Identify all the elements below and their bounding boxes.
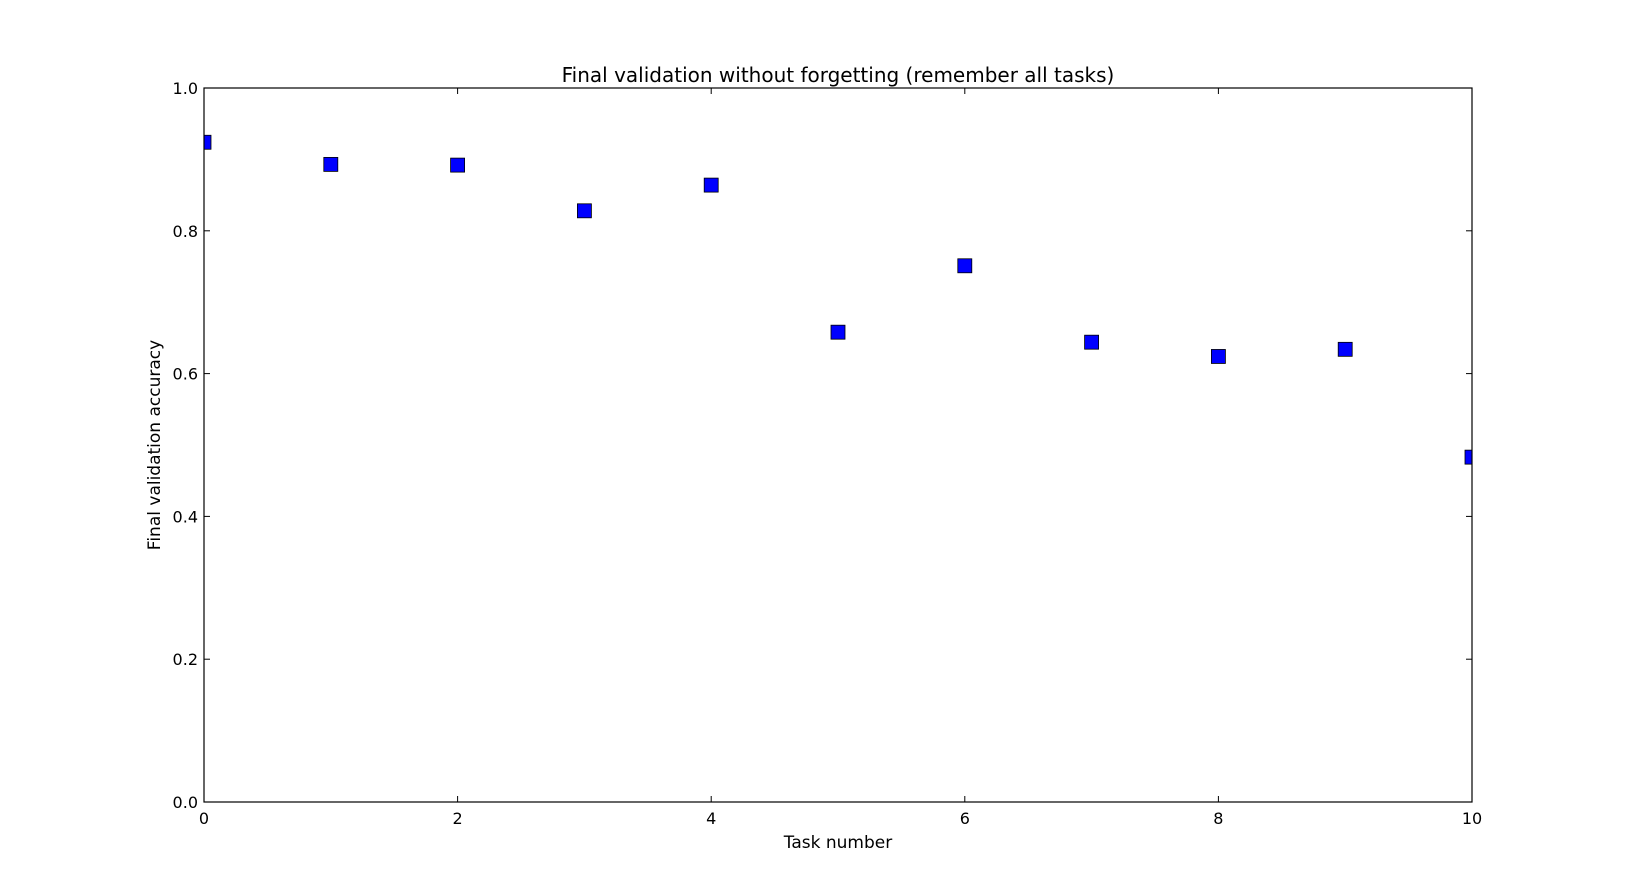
x-tick-label: 10	[1462, 809, 1482, 828]
y-tick-label: 0.0	[173, 793, 198, 812]
data-point	[830, 324, 846, 340]
data-point	[323, 156, 339, 172]
data-point	[957, 258, 973, 274]
plot-frame	[203, 87, 1473, 803]
y-tick-label: 0.4	[173, 507, 198, 526]
data-point	[1211, 349, 1226, 364]
x-tick-label: 8	[1213, 809, 1223, 828]
data-point	[1337, 341, 1353, 357]
data-point	[1464, 449, 1472, 465]
x-tick-label: 2	[453, 809, 463, 828]
x-axis-label: Task number	[783, 833, 892, 853]
y-axis: 0.0 0.2 0.4 0.6 0.8 1.0	[173, 79, 1472, 812]
data-point	[703, 177, 719, 193]
x-tick-label: 6	[960, 809, 970, 828]
y-tick-label: 0.6	[173, 365, 198, 384]
y-tick-label: 0.2	[173, 650, 198, 669]
chart-title: Final validation without forgetting (rem…	[562, 63, 1115, 87]
x-tick-label: 0	[199, 809, 209, 828]
data-point	[1084, 334, 1099, 350]
y-tick-label: 1.0	[173, 79, 198, 98]
y-axis-label: Final validation accuracy	[145, 340, 165, 550]
data-markers	[204, 134, 1472, 465]
data-point	[577, 203, 592, 219]
y-tick-label: 0.8	[173, 222, 198, 241]
data-point	[204, 134, 212, 150]
data-point	[450, 157, 466, 173]
x-tick-label: 4	[706, 809, 716, 828]
